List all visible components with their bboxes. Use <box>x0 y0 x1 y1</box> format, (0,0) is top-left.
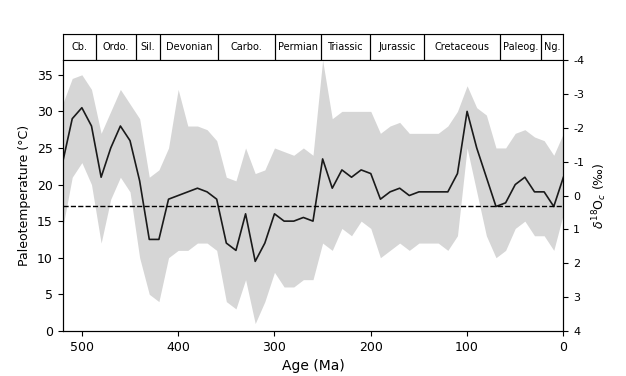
Text: Carbo.: Carbo. <box>230 42 262 52</box>
Bar <box>63 34 96 60</box>
Text: Ordo.: Ordo. <box>103 42 129 52</box>
Bar <box>500 34 541 60</box>
Bar <box>541 34 563 60</box>
Bar <box>370 34 424 60</box>
Bar <box>321 34 370 60</box>
X-axis label: Age (Ma): Age (Ma) <box>282 359 344 373</box>
Bar <box>136 34 160 60</box>
Text: Sil.: Sil. <box>140 42 155 52</box>
Bar <box>96 34 136 60</box>
Text: Triassic: Triassic <box>327 42 363 52</box>
Bar <box>218 34 275 60</box>
Y-axis label: Paleotemperature (°C): Paleotemperature (°C) <box>18 125 31 266</box>
Bar <box>424 34 500 60</box>
Text: Jurassic: Jurassic <box>378 42 416 52</box>
Text: Permian: Permian <box>278 42 318 52</box>
Text: Devonian: Devonian <box>165 42 212 52</box>
Text: Ng.: Ng. <box>544 42 560 52</box>
Text: Cb.: Cb. <box>71 42 88 52</box>
Y-axis label: $\delta^{18}$O$_c$ (‰): $\delta^{18}$O$_c$ (‰) <box>590 162 608 229</box>
Text: Cretaceous: Cretaceous <box>434 42 490 52</box>
Bar <box>160 34 218 60</box>
Bar <box>275 34 321 60</box>
Text: Paleog.: Paleog. <box>503 42 538 52</box>
